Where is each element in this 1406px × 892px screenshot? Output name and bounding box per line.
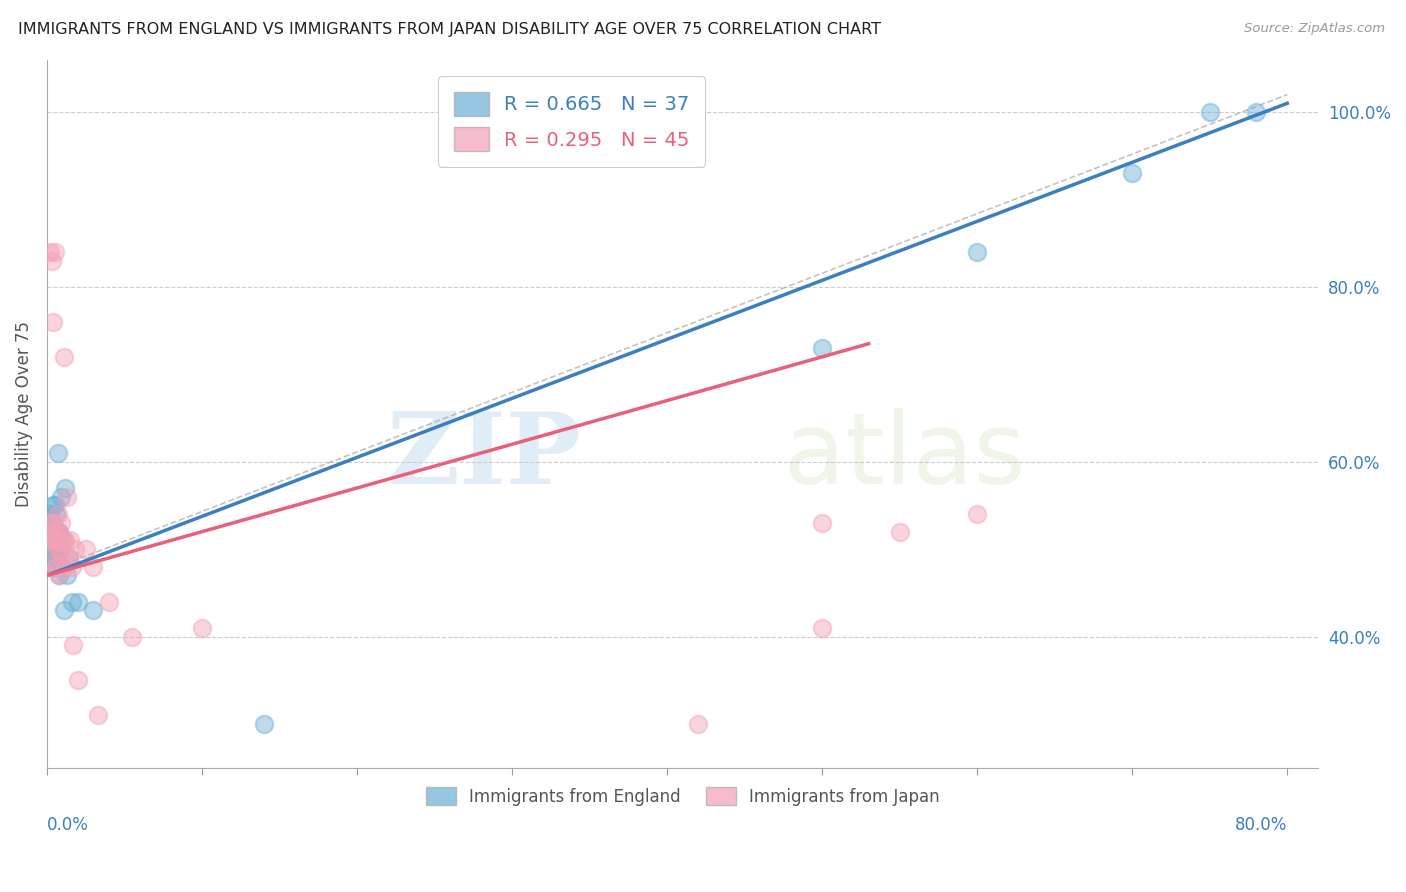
Point xyxy=(37,542,59,557)
Point xyxy=(44,533,66,548)
Point xyxy=(37,524,59,539)
Point xyxy=(49,516,72,530)
Point xyxy=(59,533,82,548)
Point xyxy=(42,533,65,548)
Point xyxy=(97,594,120,608)
Text: IMMIGRANTS FROM ENGLAND VS IMMIGRANTS FROM JAPAN DISABILITY AGE OVER 75 CORRELAT: IMMIGRANTS FROM ENGLAND VS IMMIGRANTS FR… xyxy=(18,22,882,37)
Point xyxy=(49,490,72,504)
Point xyxy=(688,717,710,731)
Point xyxy=(42,499,65,513)
Point xyxy=(45,524,67,539)
Point xyxy=(889,524,911,539)
Point xyxy=(46,524,69,539)
Point xyxy=(42,542,65,557)
Point xyxy=(46,542,69,557)
Point xyxy=(82,603,104,617)
Point xyxy=(87,708,110,723)
Point xyxy=(51,550,73,565)
Text: 0.0%: 0.0% xyxy=(46,816,89,834)
Point xyxy=(41,516,63,530)
Point xyxy=(45,550,67,565)
Point xyxy=(41,253,63,268)
Point xyxy=(39,507,62,521)
Point xyxy=(37,524,59,539)
Point xyxy=(58,550,80,565)
Point xyxy=(811,516,834,530)
Point xyxy=(60,559,83,574)
Point xyxy=(45,533,67,548)
Point xyxy=(44,559,66,574)
Point xyxy=(1198,105,1220,120)
Point xyxy=(41,533,63,548)
Text: 80.0%: 80.0% xyxy=(1234,816,1288,834)
Point xyxy=(46,507,69,521)
Point xyxy=(63,542,86,557)
Point xyxy=(55,533,77,548)
Point xyxy=(45,533,67,548)
Point xyxy=(60,594,83,608)
Point xyxy=(191,621,214,635)
Point xyxy=(48,533,70,548)
Point xyxy=(44,244,66,259)
Point xyxy=(41,559,63,574)
Point xyxy=(52,533,75,548)
Point xyxy=(966,244,988,259)
Y-axis label: Disability Age Over 75: Disability Age Over 75 xyxy=(15,321,32,507)
Point xyxy=(44,524,66,539)
Point xyxy=(66,594,89,608)
Point xyxy=(49,542,72,557)
Point xyxy=(1121,166,1143,180)
Point xyxy=(56,568,79,582)
Point xyxy=(55,559,77,574)
Legend: Immigrants from England, Immigrants from Japan: Immigrants from England, Immigrants from… xyxy=(419,780,946,813)
Point xyxy=(52,603,75,617)
Point xyxy=(82,559,104,574)
Point xyxy=(811,621,834,635)
Point xyxy=(56,490,79,504)
Text: ZIP: ZIP xyxy=(387,408,581,505)
Point xyxy=(48,524,70,539)
Point xyxy=(253,717,276,731)
Point xyxy=(42,524,65,539)
Point xyxy=(48,568,70,582)
Text: Source: ZipAtlas.com: Source: ZipAtlas.com xyxy=(1244,22,1385,36)
Point xyxy=(75,542,97,557)
Point xyxy=(811,341,834,355)
Point xyxy=(44,499,66,513)
Point xyxy=(39,516,62,530)
Point xyxy=(46,542,69,557)
Point xyxy=(46,446,69,460)
Point xyxy=(45,507,67,521)
Point xyxy=(66,673,89,688)
Point xyxy=(966,507,988,521)
Point xyxy=(46,524,69,539)
Text: atlas: atlas xyxy=(785,408,1026,505)
Point xyxy=(44,559,66,574)
Point xyxy=(44,542,66,557)
Point xyxy=(42,516,65,530)
Point xyxy=(55,481,77,495)
Point xyxy=(39,533,62,548)
Point xyxy=(41,542,63,557)
Point xyxy=(39,244,62,259)
Point xyxy=(58,550,80,565)
Point xyxy=(51,559,73,574)
Point xyxy=(51,533,73,548)
Point xyxy=(45,559,67,574)
Point xyxy=(42,315,65,329)
Point xyxy=(121,630,143,644)
Point xyxy=(52,350,75,364)
Point xyxy=(48,568,70,582)
Point xyxy=(62,639,84,653)
Point xyxy=(1244,105,1267,120)
